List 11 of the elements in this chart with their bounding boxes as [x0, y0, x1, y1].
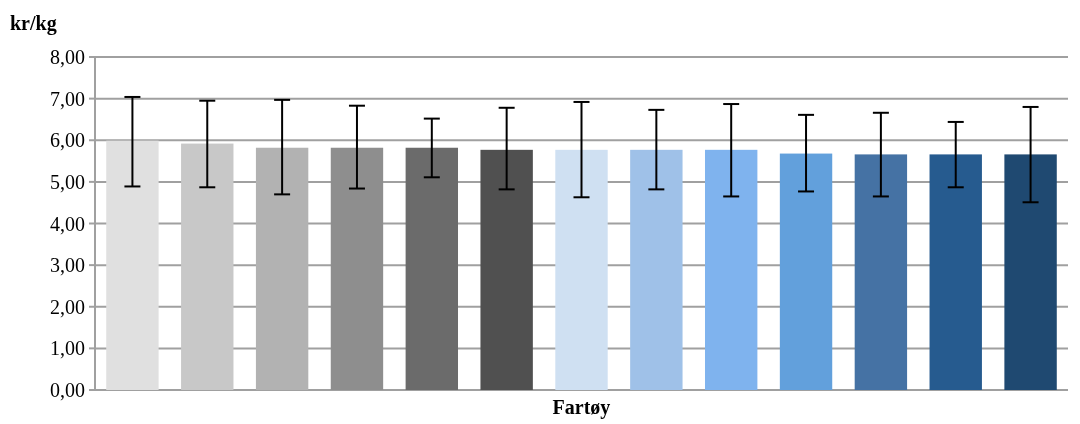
y-tick-label: 6,00 — [50, 129, 85, 152]
y-tick-label: 2,00 — [50, 295, 85, 318]
y-tick-label: 1,00 — [50, 337, 85, 360]
y-tick-label: 3,00 — [50, 254, 85, 277]
x-axis-title: Fartøy — [552, 396, 611, 419]
y-tick-label: 0,00 — [50, 379, 85, 401]
y-tick-label: 7,00 — [50, 87, 85, 110]
y-tick-label: 4,00 — [50, 212, 85, 235]
y-tick-label: 5,00 — [50, 170, 85, 193]
y-axis-title: kr/kg — [10, 12, 57, 35]
y-tick-label: 8,00 — [50, 46, 85, 68]
